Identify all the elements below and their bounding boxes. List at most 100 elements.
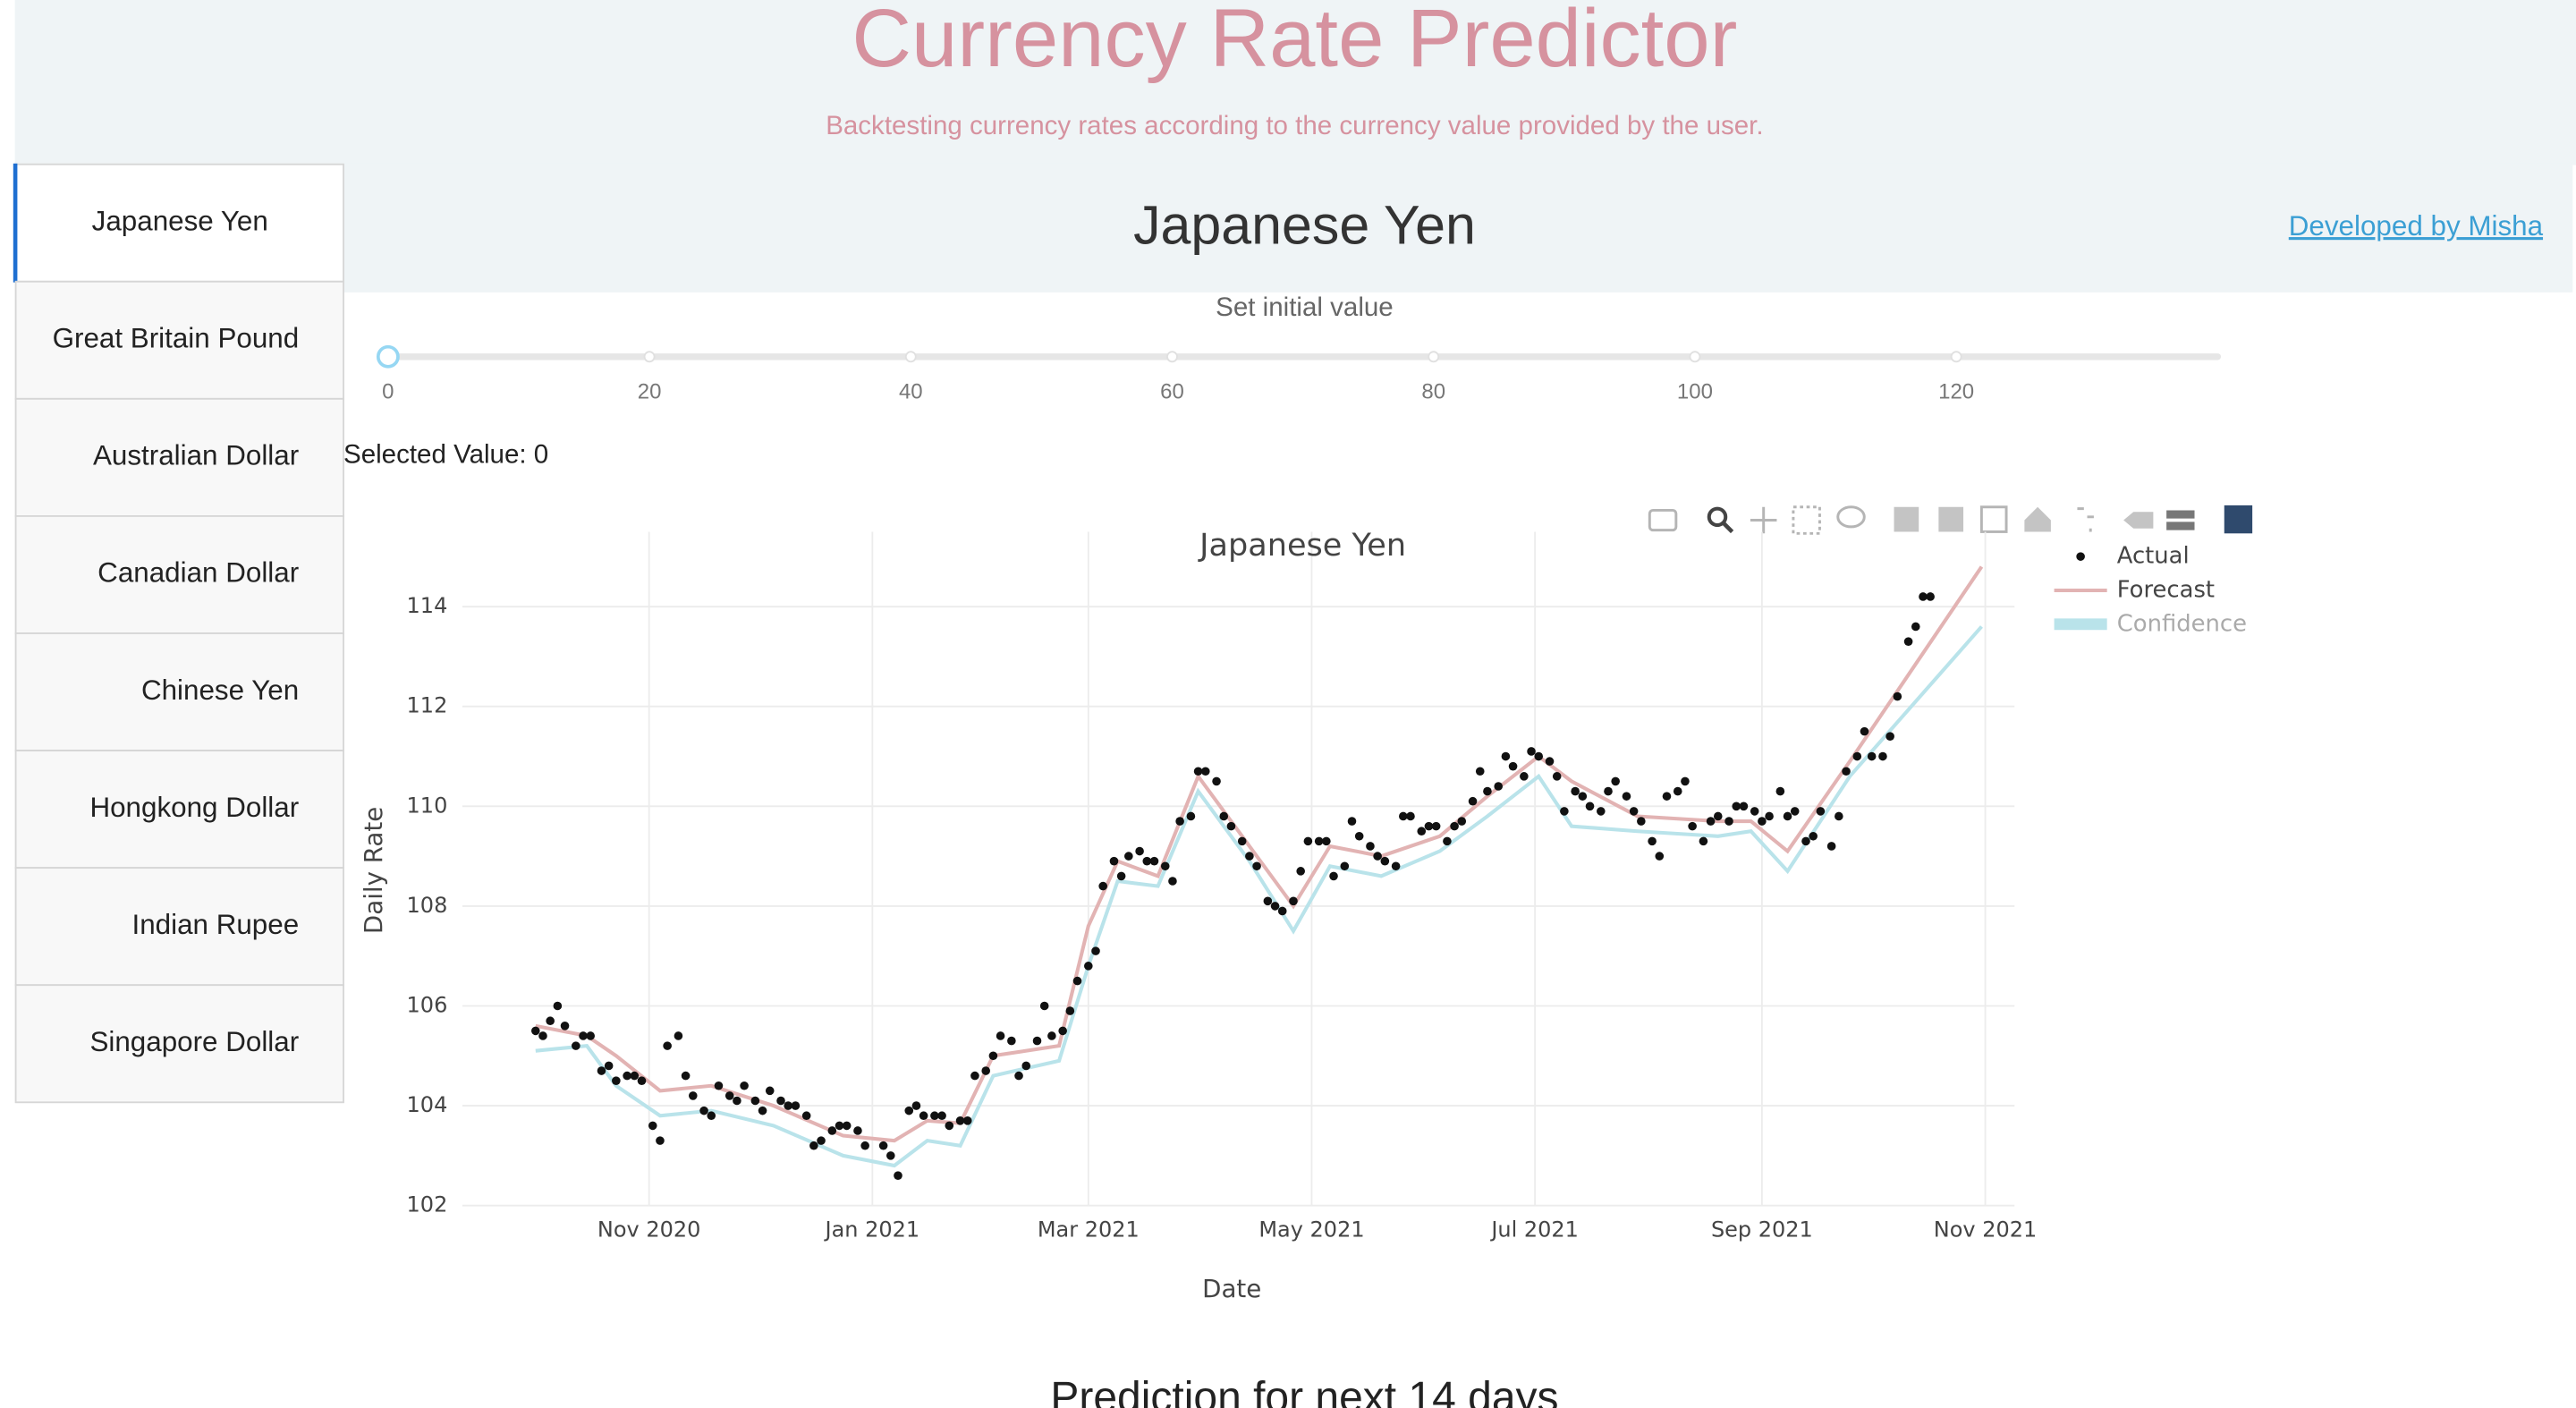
tab-label[interactable]: Chinese Yen (141, 674, 299, 706)
point (1200, 767, 1210, 776)
point (648, 1121, 657, 1131)
point (878, 1141, 888, 1150)
point (681, 1071, 691, 1081)
point (860, 1141, 869, 1150)
point (911, 1101, 921, 1110)
point (1347, 817, 1357, 826)
slider-mark-label: 60 (1160, 380, 1184, 404)
point (1149, 856, 1159, 866)
reset-icon[interactable] (2024, 506, 2051, 532)
point (827, 1126, 837, 1135)
point (663, 1041, 672, 1050)
x-tick-label: Jan 2021 (824, 1217, 920, 1242)
point (1160, 861, 1170, 871)
point (1380, 856, 1390, 866)
tab-label[interactable]: Singapore Dollar (89, 1026, 299, 1057)
point (674, 1031, 683, 1040)
hover-closest-icon[interactable] (2123, 512, 2154, 529)
autoscale-icon[interactable] (1979, 505, 2008, 533)
point (1750, 807, 1759, 816)
pan-icon[interactable] (1750, 506, 1777, 534)
point (1289, 896, 1298, 906)
point (981, 1066, 991, 1075)
point (750, 1096, 760, 1106)
point (1314, 836, 1324, 846)
point (1852, 751, 1862, 761)
selected-value: Selected Value: 0 (343, 439, 548, 469)
hover-compare-icon[interactable] (2166, 510, 2195, 530)
point (1597, 807, 1606, 816)
point (1483, 786, 1492, 796)
slider-dot (1428, 351, 1440, 363)
tab-label[interactable]: Australian Dollar (93, 440, 299, 471)
zoom-out-icon[interactable] (1938, 506, 1964, 532)
tab-label[interactable]: Indian Rupee (132, 909, 300, 940)
y-tick-label: 108 (407, 893, 448, 918)
spike-icon[interactable] (2077, 507, 2094, 532)
point (817, 1136, 826, 1145)
tab[interactable] (14, 632, 344, 751)
point (1560, 807, 1569, 816)
point (1571, 786, 1580, 796)
slider[interactable]: 0 20 40 60 80 100 120 (376, 344, 2222, 404)
slider-dot (1166, 351, 1178, 363)
point (1098, 881, 1107, 891)
point (1765, 811, 1774, 821)
point (1431, 821, 1441, 831)
x-tick-label: Mar 2021 (1038, 1217, 1140, 1242)
line-series (535, 625, 1983, 1168)
tab-label[interactable]: Hongkong Dollar (89, 792, 299, 823)
tab[interactable] (14, 750, 344, 869)
slider-label: Set initial value (1216, 293, 1394, 322)
author-link[interactable]: Developed by Misha (2289, 210, 2544, 242)
point (688, 1091, 698, 1100)
point (1270, 902, 1280, 911)
app-title: Currency Rate Predictor (852, 0, 1737, 84)
plotly-logo[interactable] (2224, 505, 2253, 534)
slider-dot (904, 351, 917, 363)
slider-mark-label: 120 (1938, 380, 1974, 404)
tab-label[interactable]: Canadian Dollar (97, 557, 299, 589)
tab-header-band (343, 163, 2573, 293)
point (1885, 732, 1894, 742)
point (1611, 776, 1620, 786)
point (1252, 861, 1261, 871)
point (835, 1121, 844, 1131)
lasso-icon[interactable] (1836, 505, 1866, 529)
point (612, 1076, 621, 1085)
tab[interactable] (14, 867, 344, 987)
point (1373, 852, 1382, 861)
x-tick-label: Sep 2021 (1711, 1217, 1813, 1242)
legend-label[interactable]: Confidence (2117, 610, 2247, 637)
point (546, 1016, 555, 1026)
zoom-icon[interactable] (1707, 506, 1728, 528)
point (1039, 1001, 1049, 1011)
point (1014, 1071, 1023, 1081)
tab[interactable] (14, 280, 344, 400)
point (553, 1001, 563, 1011)
point (1637, 817, 1646, 826)
point (1329, 871, 1338, 881)
point (1457, 817, 1467, 826)
point (1124, 852, 1133, 861)
point (1578, 792, 1588, 801)
slider-handle[interactable] (376, 344, 400, 369)
tab[interactable] (14, 984, 344, 1104)
select-icon[interactable] (1792, 505, 1821, 535)
point (1860, 726, 1869, 736)
tab[interactable] (14, 514, 344, 634)
zoom-in-icon[interactable] (1894, 506, 1919, 532)
point (1501, 751, 1511, 761)
legend-label[interactable]: Actual (2117, 543, 2190, 570)
point (1168, 877, 1177, 886)
tab-label[interactable]: Great Britain Pound (53, 323, 300, 354)
point (1681, 776, 1690, 786)
tab-label[interactable]: Japanese Yen (92, 206, 268, 237)
camera-icon[interactable] (1648, 508, 1678, 532)
tab[interactable] (14, 397, 344, 517)
point (1135, 846, 1144, 856)
legend-label[interactable]: Forecast (2117, 576, 2215, 603)
point (1494, 782, 1504, 791)
app-subtitle: Backtesting currency rates according to … (826, 111, 1763, 140)
point (1758, 817, 1767, 826)
